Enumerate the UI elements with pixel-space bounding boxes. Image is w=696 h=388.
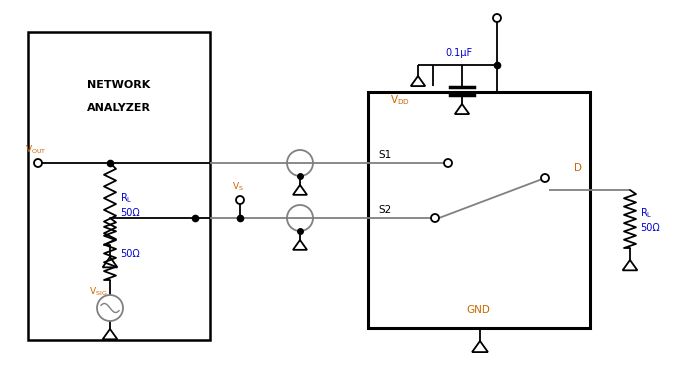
Circle shape [34,159,42,167]
Text: $\mathregular{V_{OUT}}$: $\mathregular{V_{OUT}}$ [25,144,47,156]
Circle shape [97,295,123,321]
Circle shape [431,214,439,222]
Text: 50Ω: 50Ω [120,249,140,259]
Circle shape [541,174,549,182]
Text: 0.1μF: 0.1μF [445,48,473,58]
Text: GND: GND [466,305,490,315]
Text: ANALYZER: ANALYZER [87,103,151,113]
Circle shape [287,205,313,231]
Text: NETWORK: NETWORK [88,80,150,90]
Circle shape [287,150,313,176]
Text: S2: S2 [378,205,391,215]
Text: $\mathregular{R_L}$: $\mathregular{R_L}$ [640,206,653,220]
Text: $\mathregular{V_S}$: $\mathregular{V_S}$ [232,181,244,193]
Bar [368,92,590,328]
Text: $\mathregular{V_{SIG}}$: $\mathregular{V_{SIG}}$ [89,286,107,298]
Circle shape [444,159,452,167]
Bar [28,32,210,340]
Text: D: D [574,163,582,173]
Text: 50Ω: 50Ω [120,208,140,218]
Text: $\mathregular{R_L}$: $\mathregular{R_L}$ [120,191,132,205]
Circle shape [236,196,244,204]
Text: $\mathregular{V_{DD}}$: $\mathregular{V_{DD}}$ [390,93,410,107]
Circle shape [493,14,501,22]
Text: 50Ω: 50Ω [640,223,660,233]
Text: S1: S1 [378,150,391,160]
